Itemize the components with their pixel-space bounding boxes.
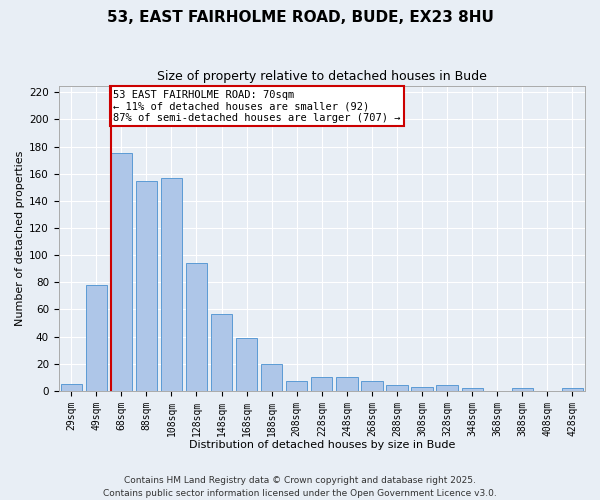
- Bar: [386, 386, 407, 391]
- Bar: [412, 387, 433, 391]
- Y-axis label: Number of detached properties: Number of detached properties: [15, 150, 25, 326]
- Bar: [286, 382, 307, 391]
- Bar: [311, 378, 332, 391]
- Text: 53, EAST FAIRHOLME ROAD, BUDE, EX23 8HU: 53, EAST FAIRHOLME ROAD, BUDE, EX23 8HU: [107, 10, 493, 25]
- Bar: [236, 338, 257, 391]
- Bar: [261, 364, 283, 391]
- Bar: [512, 388, 533, 391]
- Bar: [562, 388, 583, 391]
- Bar: [86, 285, 107, 391]
- Text: Contains HM Land Registry data © Crown copyright and database right 2025.
Contai: Contains HM Land Registry data © Crown c…: [103, 476, 497, 498]
- Title: Size of property relative to detached houses in Bude: Size of property relative to detached ho…: [157, 70, 487, 83]
- Bar: [436, 386, 458, 391]
- Text: 53 EAST FAIRHOLME ROAD: 70sqm
← 11% of detached houses are smaller (92)
87% of s: 53 EAST FAIRHOLME ROAD: 70sqm ← 11% of d…: [113, 90, 401, 123]
- Bar: [136, 180, 157, 391]
- Bar: [186, 264, 207, 391]
- Bar: [336, 378, 358, 391]
- Bar: [461, 388, 483, 391]
- Bar: [161, 178, 182, 391]
- Bar: [110, 154, 132, 391]
- Bar: [61, 384, 82, 391]
- Bar: [211, 314, 232, 391]
- X-axis label: Distribution of detached houses by size in Bude: Distribution of detached houses by size …: [188, 440, 455, 450]
- Bar: [361, 382, 383, 391]
